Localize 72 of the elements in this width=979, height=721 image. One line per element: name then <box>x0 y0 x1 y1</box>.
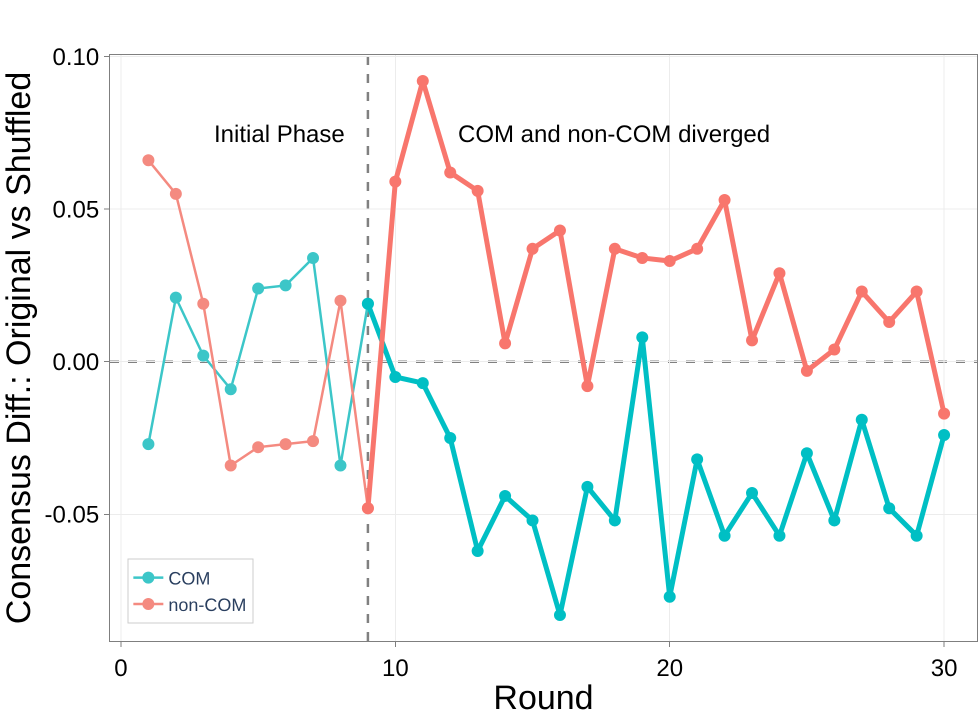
point <box>636 331 648 344</box>
point <box>938 428 950 441</box>
point <box>526 514 539 526</box>
point <box>828 344 840 356</box>
point <box>472 544 484 557</box>
y-axis-title: Consensus Diff.: Original vs Shuffled <box>0 72 38 624</box>
point <box>252 441 264 454</box>
point <box>389 370 402 383</box>
legend-label: COM <box>168 568 210 589</box>
x-tick-label: 0 <box>114 654 128 682</box>
point <box>389 176 402 188</box>
point <box>691 242 704 255</box>
point <box>170 292 182 304</box>
point <box>197 298 210 310</box>
x-tick-label: 20 <box>656 654 684 682</box>
point <box>334 294 346 307</box>
point <box>664 255 676 268</box>
x-axis-title: Round <box>493 679 594 718</box>
point <box>444 166 456 179</box>
y-tick-label: -0.05 <box>44 502 100 529</box>
point <box>280 279 292 292</box>
point <box>691 453 704 466</box>
point <box>280 438 292 450</box>
point <box>773 530 786 542</box>
y-tick-label: 0.00 <box>52 349 100 376</box>
y-tick-label: 0.10 <box>52 44 100 71</box>
point <box>664 590 676 603</box>
point <box>526 242 539 255</box>
point <box>499 490 512 502</box>
point <box>718 530 731 542</box>
point <box>581 480 594 493</box>
point <box>142 154 154 166</box>
point <box>608 242 621 255</box>
point <box>554 224 566 236</box>
annotation: COM and non-COM diverged <box>458 121 770 148</box>
point <box>416 74 429 87</box>
x-tick-label: 30 <box>930 654 958 682</box>
point <box>224 383 237 396</box>
point <box>252 282 264 294</box>
point <box>856 414 868 426</box>
point <box>307 252 320 264</box>
point <box>444 432 456 444</box>
point <box>581 380 594 392</box>
point <box>746 334 758 346</box>
point <box>608 514 621 526</box>
point <box>773 267 786 280</box>
point <box>856 286 868 298</box>
point <box>224 460 237 472</box>
point <box>800 447 813 460</box>
point <box>636 252 648 264</box>
point <box>307 435 320 448</box>
legend-label: non-COM <box>168 595 246 616</box>
point <box>883 502 896 514</box>
y-tick-label: 0.05 <box>52 196 100 224</box>
point <box>499 337 512 350</box>
point <box>334 460 346 472</box>
point <box>938 408 950 420</box>
point <box>170 188 182 200</box>
point <box>746 486 758 499</box>
point <box>800 364 813 377</box>
point <box>828 514 840 526</box>
point <box>883 316 896 328</box>
point <box>472 184 484 197</box>
point <box>910 286 923 298</box>
point <box>910 530 923 542</box>
point <box>142 438 154 450</box>
annotation: Initial Phase <box>214 121 345 148</box>
point <box>197 350 210 362</box>
point <box>554 609 566 622</box>
x-tick-label: 10 <box>382 654 409 682</box>
point <box>718 194 731 206</box>
point <box>416 377 429 390</box>
